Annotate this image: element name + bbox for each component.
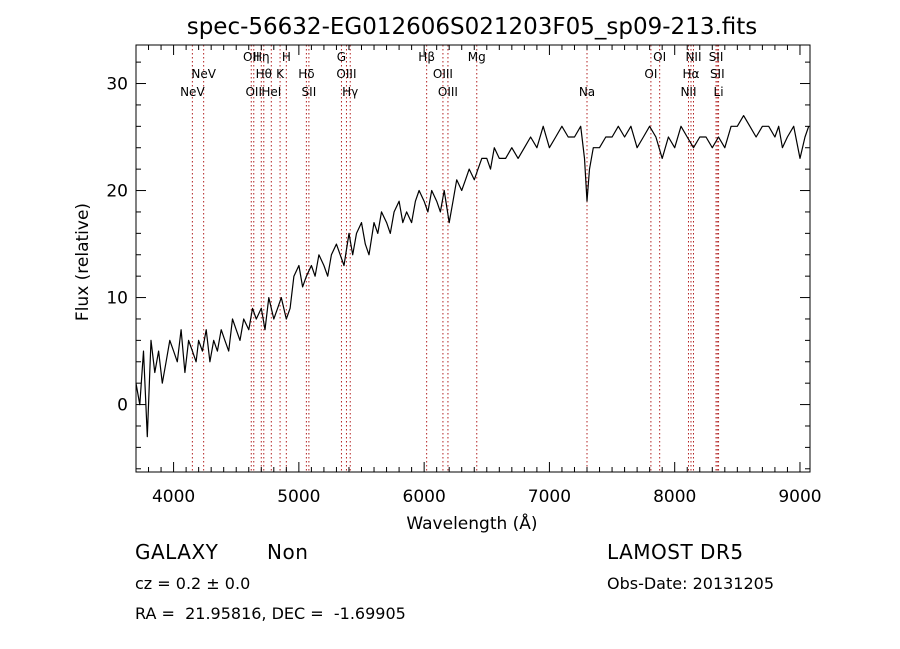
spectral-line-label: NeV [191, 67, 216, 81]
coordinates: RA = 21.95816, DEC = -1.69905 [135, 604, 406, 623]
spectral-line-label: G [337, 50, 346, 64]
x-tick-label: 5000 [277, 487, 320, 507]
spectral-line-label: Hδ [298, 67, 314, 81]
x-tick-label: 8000 [653, 487, 696, 507]
spectral-line-label: OII [245, 85, 262, 99]
spectral-line-label: SII [710, 67, 725, 81]
spectral-line-label: H [282, 50, 291, 64]
x-tick-label: 6000 [403, 487, 446, 507]
chart-title: spec-56632-EG012606S021203F05_sp09-213.f… [187, 14, 758, 40]
spectral-line-label: Li [714, 85, 724, 99]
y-axis-label: Flux (relative) [73, 203, 93, 321]
survey-name: LAMOST DR5 [607, 540, 744, 564]
y-axis: 0 10 20 30 [106, 61, 810, 470]
y-tick-label: 0 [117, 396, 128, 416]
x-tick-label: 9000 [778, 487, 821, 507]
spectral-line-label: Hη [253, 50, 270, 64]
spectral-line-label: SII [709, 50, 724, 64]
y-tick-label: 10 [106, 289, 128, 309]
spectral-line-label: OI [653, 50, 666, 64]
plot-frame [135, 44, 811, 473]
spectral-line-label: HeI [261, 85, 281, 99]
spectral-line-label: NII [685, 50, 701, 64]
spectral-line-label: OIII [336, 67, 356, 81]
y-tick-label: 20 [106, 182, 128, 202]
redshift-value: cz = 0.2 ± 0.0 [135, 574, 251, 593]
spectral-line-label: K [276, 67, 285, 81]
x-axis-label: Wavelength (Å) [406, 512, 537, 534]
spectral-line-labels: NeVNeVOIIOIIHηHθHeIKHHδSIIGOIIIHγHβOIIIO… [180, 50, 725, 99]
spectrum-line [135, 115, 810, 438]
spectral-line-label: Na [579, 85, 595, 99]
x-axis: 4000 5000 6000 7000 8000 9000 [148, 45, 822, 507]
spectral-line-label: Hγ [342, 85, 358, 99]
spectral-line-label: OII [243, 50, 260, 64]
spectral-line-label: OIII [433, 67, 453, 81]
observation-date: Obs-Date: 20131205 [607, 574, 775, 593]
spectral-line-label: Hβ [418, 50, 435, 64]
spectral-line-label: SII [302, 85, 317, 99]
spectral-line-label: OIII [438, 85, 458, 99]
spectral-line-label: OI [644, 67, 657, 81]
object-class: GALAXY [135, 540, 219, 564]
spectral-line-label: Hα [683, 67, 700, 81]
spectral-line-label: Hθ [256, 67, 272, 81]
x-tick-label: 7000 [528, 487, 571, 507]
x-tick-label: 4000 [152, 487, 195, 507]
spectral-line-label: NII [680, 85, 696, 99]
spectral-line-label: NeV [180, 85, 205, 99]
object-subclass: Non [267, 540, 309, 564]
spectral-line-label: Mg [468, 50, 486, 64]
spectral-line-markers [191, 45, 720, 472]
y-tick-label: 30 [106, 75, 128, 95]
